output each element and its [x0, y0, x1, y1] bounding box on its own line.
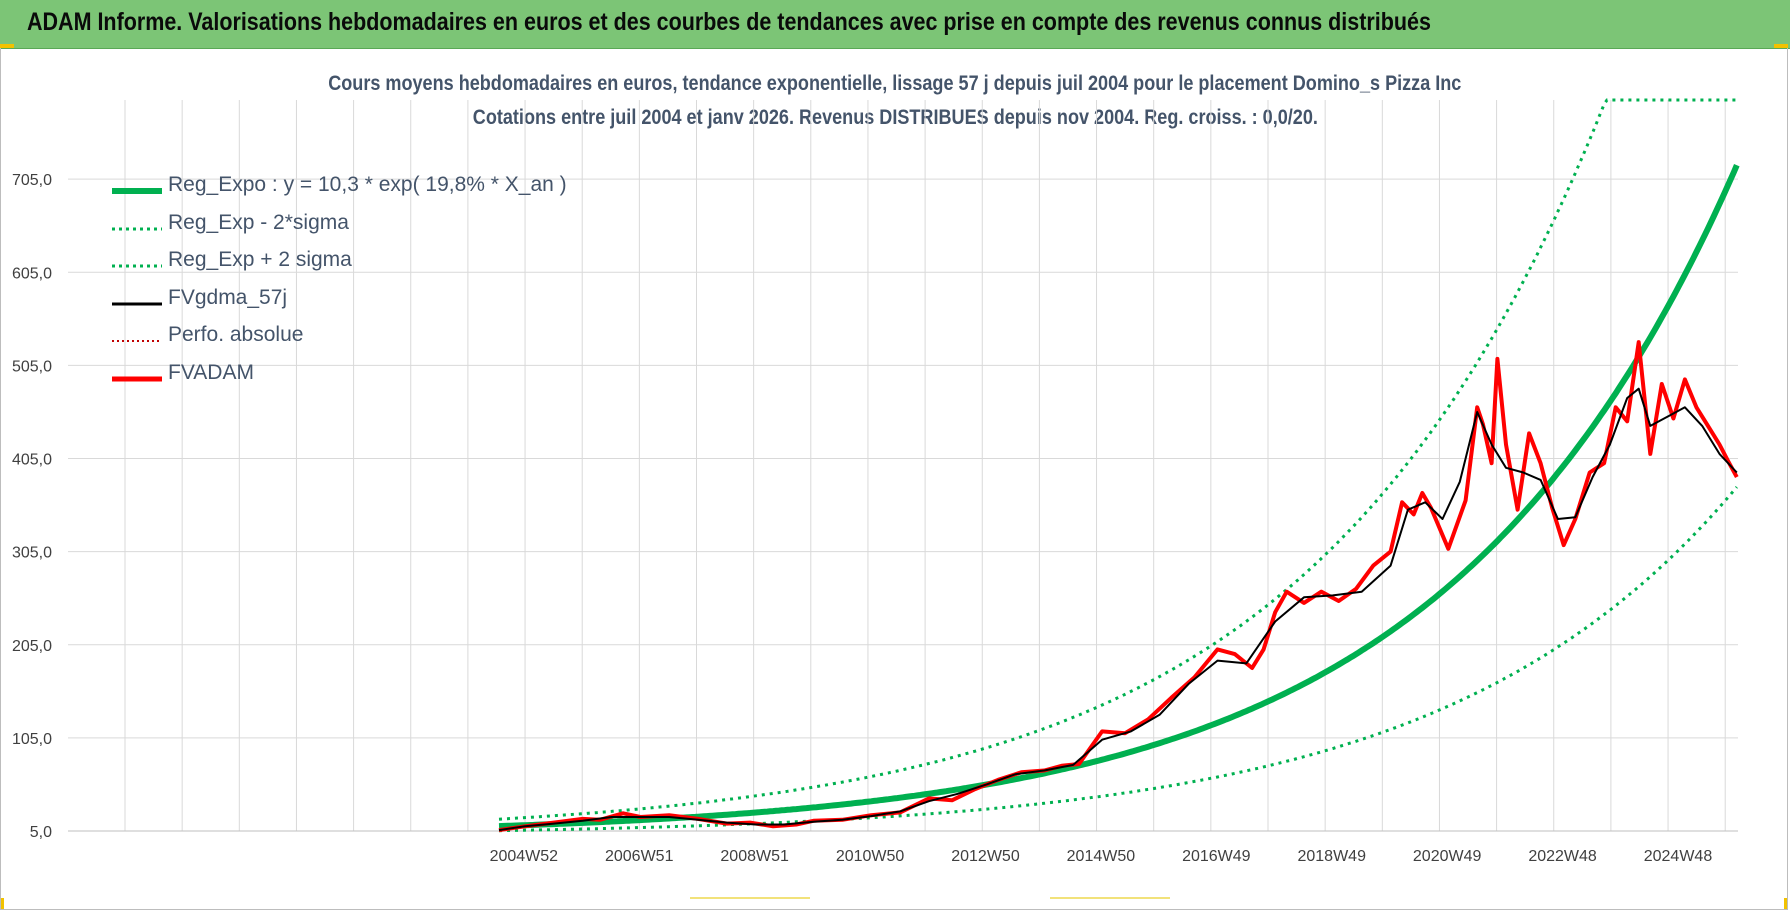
- y-tick-label: 305,0: [12, 545, 52, 562]
- corner-mark-top-right: [1774, 44, 1788, 48]
- series-fvadam: [498, 340, 1739, 833]
- legend-label-regression: Reg_Expo : y = 10,3 * exp( 19,8% * X_an …: [168, 173, 567, 196]
- x-tick-label: 2022W48: [1528, 848, 1597, 865]
- corner-mark-bottom-left: [0, 898, 4, 910]
- legend-swatch-upper-band: [112, 264, 162, 268]
- chart-frame: [0, 48, 1788, 910]
- chart-subtitle-text: Cotations entre juil 2004 et janv 2026. …: [472, 106, 1318, 129]
- bottom-mark-2: [1050, 897, 1170, 899]
- x-tick-label: 2018W49: [1297, 848, 1366, 865]
- x-tick-label: 2024W48: [1644, 848, 1713, 865]
- y-tick-label: 705,0: [12, 172, 52, 189]
- y-tick-label: 105,0: [12, 731, 52, 748]
- legend-label-smoothed: FVgdma_57j: [168, 285, 288, 309]
- series-reg-exp-plus-2sigma: [498, 98, 1737, 821]
- chart-subtitle: Cotations entre juil 2004 et janv 2026. …: [0, 106, 1790, 130]
- legend-swatch-smoothed: [112, 302, 162, 305]
- x-tick-label: 2016W49: [1182, 848, 1251, 865]
- corner-mark-bottom-right: [1784, 898, 1788, 910]
- x-tick-label: 2020W49: [1413, 848, 1482, 865]
- legend-label-lower-band: Reg_Exp - 2*sigma: [168, 210, 349, 234]
- x-tick-label: 2014W50: [1067, 848, 1136, 865]
- x-tick-label: 2006W51: [605, 848, 674, 865]
- y-tick-label: 405,0: [12, 452, 52, 469]
- legend-swatch-regression: [112, 188, 162, 194]
- x-tick-label: 2012W50: [951, 848, 1020, 865]
- header-bar: ADAM Informe. Valorisations hebdomadaire…: [0, 0, 1790, 49]
- legend-label-absolute-perf: Perfo. absolue: [168, 323, 304, 346]
- x-tick-label: 2008W51: [720, 848, 789, 865]
- y-tick-label: 5,0: [30, 824, 52, 841]
- header-title: ADAM Informe. Valorisations hebdomadaire…: [27, 8, 1431, 36]
- x-tick-label: 2004W52: [490, 848, 559, 865]
- y-tick-label: 205,0: [12, 638, 52, 655]
- legend-swatch-absolute-perf: [112, 340, 162, 342]
- chart-title-text: Cours moyens hebdomadaires en euros, ten…: [328, 72, 1462, 95]
- chart-title: Cours moyens hebdomadaires en euros, ten…: [0, 72, 1790, 96]
- y-tick-label: 605,0: [12, 265, 52, 282]
- legend-swatch-lower-band: [112, 227, 162, 230]
- series-reg-expo: [498, 164, 1740, 830]
- corner-mark-top-left: [0, 44, 14, 48]
- bottom-mark-1: [690, 897, 810, 899]
- series-reg-exp-minus-2sigma: [498, 486, 1738, 833]
- x-tick-label: 2010W50: [836, 848, 905, 865]
- legend-label-fvadam: FVADAM: [168, 360, 254, 384]
- legend-swatch-fvadam: [112, 376, 162, 381]
- series-fvgdma-57j: [498, 387, 1738, 832]
- legend-label-upper-band: Reg_Exp + 2 sigma: [168, 248, 352, 271]
- y-tick-label: 505,0: [12, 358, 52, 375]
